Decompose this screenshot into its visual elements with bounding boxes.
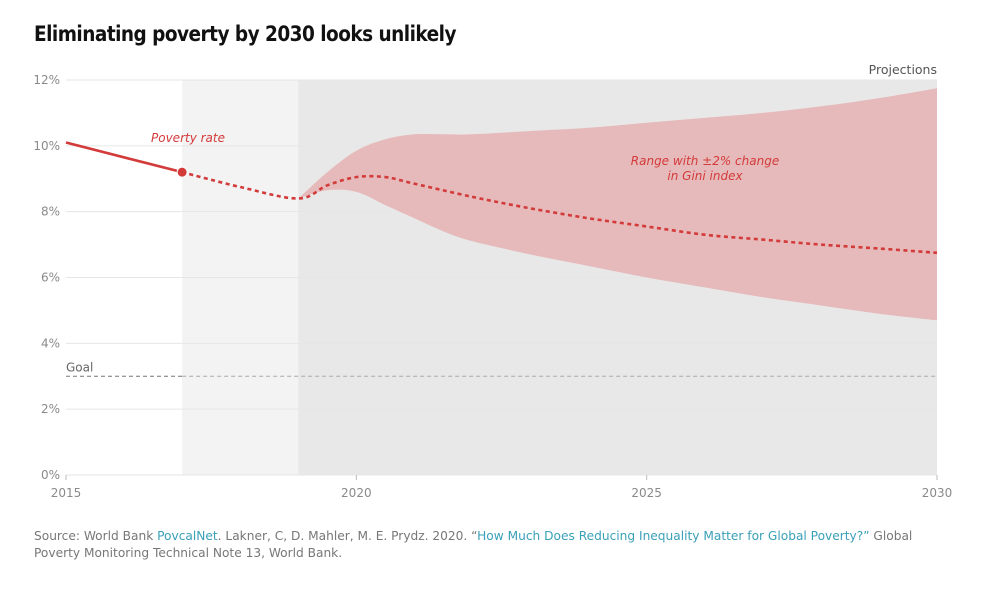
y-tick-label: 4% [41,336,60,350]
series-line-projection [181,170,938,255]
x-tick-label: 2030 [922,486,953,500]
chart-title: Eliminating poverty by 2030 looks unlike… [34,22,457,46]
x-tick-label: 2020 [341,486,372,500]
y-tick-label: 2% [41,402,60,416]
x-axis-ticks: 2015 2020 2025 2030 [51,475,953,500]
x-tick-label: 2015 [51,486,82,500]
y-tick-label: 12% [33,73,60,87]
poverty-rate-label: Poverty rate [151,131,225,145]
paper-link[interactable]: How Much Does Reducing Inequality Matter… [477,529,870,543]
range-label-line1: Range with ±2% change [631,154,779,168]
source-mid: . Lakner, C, D. Mahler, M. E. Prydz. 202… [217,529,478,543]
poverty-chart: Goal 0% 2% 4% 6% 8% 10% 12% 2015 2020 2025 2030 P… [33,62,953,500]
povcalnet-link[interactable]: PovcalNet [157,529,218,543]
y-tick-label: 6% [41,271,60,285]
source-suffix: Global Poverty Monitoring Technical Note… [34,529,913,560]
y-tick-label: 10% [33,139,60,153]
y-axis-ticks: 0% 2% 4% 6% 8% 10% 12% [33,73,60,482]
series-lines [65,141,938,255]
projections-label: Projections [869,62,937,77]
range-label-line2: in Gini index [667,169,743,183]
source-note: Source: World Bank PovcalNet. Lakner, C,… [34,528,954,562]
y-tick-label: 8% [41,205,60,219]
goal-label: Goal [66,360,93,374]
goal-line-group: Goal [66,360,937,377]
range-band-area [298,88,937,321]
series-line-historical [65,141,183,174]
gini-range-band [298,88,937,321]
y-tick-label: 0% [41,468,60,482]
source-prefix: Source: World Bank [34,529,158,543]
x-tick-label: 2025 [631,486,662,500]
data-point-2017 [176,166,188,178]
